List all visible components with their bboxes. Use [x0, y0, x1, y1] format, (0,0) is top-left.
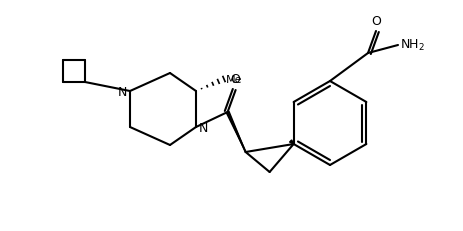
Polygon shape	[289, 140, 294, 144]
Text: O: O	[231, 73, 241, 86]
Polygon shape	[226, 112, 246, 152]
Text: NH$_2$: NH$_2$	[400, 37, 425, 52]
Text: O: O	[371, 15, 381, 28]
Text: N: N	[199, 121, 208, 134]
Text: N: N	[118, 85, 127, 98]
Text: Me: Me	[226, 75, 243, 85]
